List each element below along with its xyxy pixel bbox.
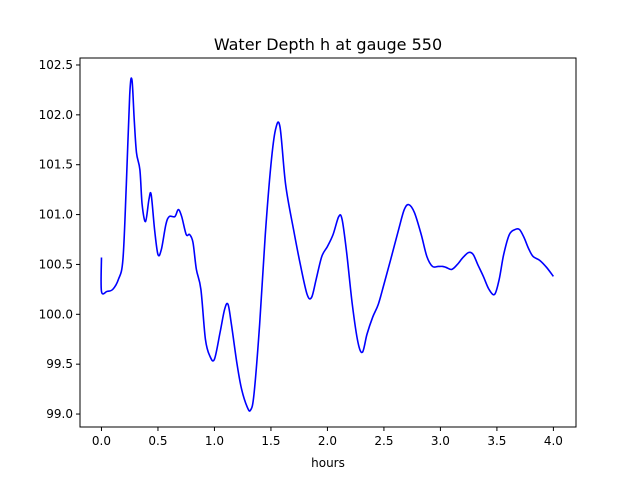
- y-tick-label: 100.0: [39, 307, 73, 321]
- plot-content: [100, 77, 555, 412]
- x-tick-label: 2.0: [318, 434, 337, 448]
- x-tick-label: 4.0: [544, 434, 563, 448]
- x-axis: 0.0 0.5 1.0 1.5 2.0 2.5 3.0 3.5 4.0: [92, 427, 563, 448]
- water-depth-series-line: [100, 77, 555, 412]
- y-tick-label: 99.5: [46, 357, 73, 371]
- y-tick-label: 99.0: [46, 407, 73, 421]
- y-tick-label: 102.0: [39, 108, 73, 122]
- x-tick-label: 0.0: [92, 434, 111, 448]
- plot-frame: [79, 57, 577, 428]
- y-tick-label: 101.0: [39, 208, 73, 222]
- x-tick-label: 3.0: [431, 434, 450, 448]
- x-tick-label: 1.0: [205, 434, 224, 448]
- x-tick-label: 3.5: [487, 434, 506, 448]
- chart-title: Water Depth h at gauge 550: [214, 35, 442, 54]
- y-axis: 99.0 99.5 100.0 100.5 101.0 101.5 102.0 102.5: [39, 58, 80, 421]
- x-tick-label: 0.5: [148, 434, 167, 448]
- y-tick-label: 102.5: [39, 58, 73, 72]
- y-tick-label: 101.5: [39, 158, 73, 172]
- x-tick-label: 2.5: [374, 434, 393, 448]
- x-axis-label: hours: [311, 456, 345, 470]
- x-tick-label: 1.5: [261, 434, 280, 448]
- y-tick-label: 100.5: [39, 257, 73, 271]
